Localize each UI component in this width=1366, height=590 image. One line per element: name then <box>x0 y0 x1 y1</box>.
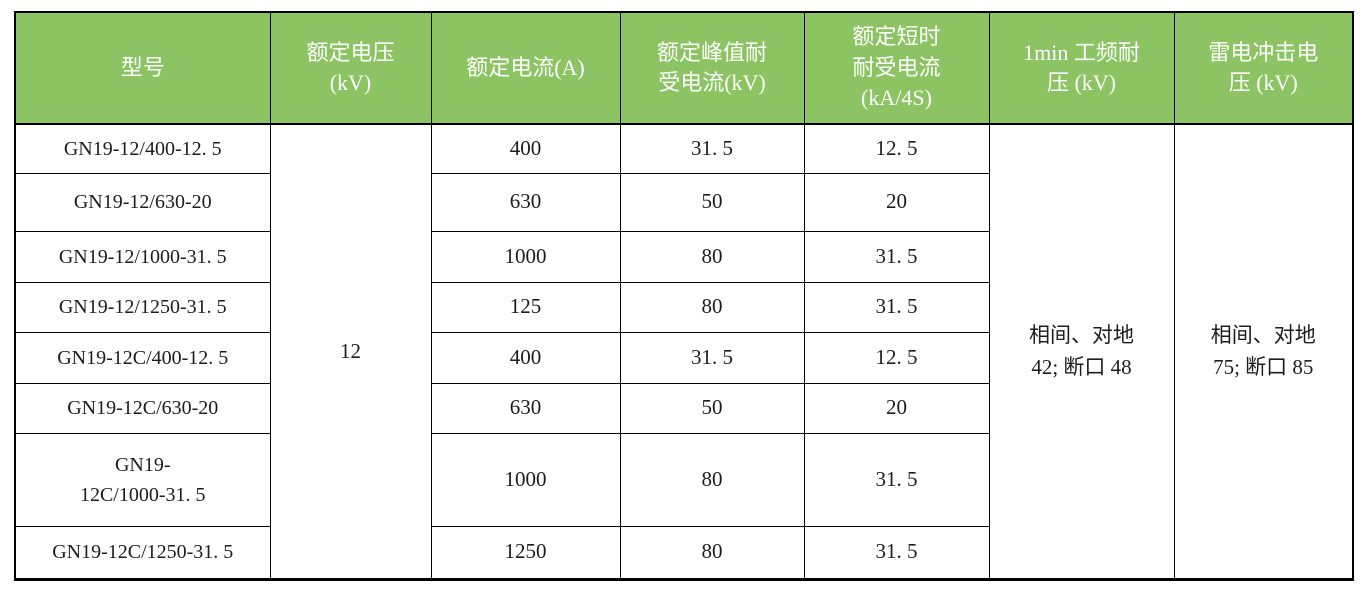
header-cell-power-frequency: 1min 工频耐 压 (kV) <box>988 11 1175 125</box>
cell-short-time-withstand: 20 <box>803 172 990 232</box>
table-row: GN19-12/1250-31. 5 125 80 31. 5 <box>14 281 1353 333</box>
table-row: GN19-12C/400-12. 5 400 31. 5 12. 5 <box>14 331 1353 384</box>
cell-model: GN19-12C/630-20 <box>14 382 271 434</box>
header-cell-peak-withstand: 额定峰值耐 受电流(kV) <box>619 11 805 125</box>
spec-table: 型号 额定电压 (kV) 额定电流(A) 额定峰值耐 受电流(kV) 额定短时 … <box>14 11 1354 581</box>
header-cell-short-time-withstand: 额定短时 耐受电流 (kA/4S) <box>803 11 990 125</box>
cell-rated-current: 630 <box>430 382 621 434</box>
cell-peak-withstand: 80 <box>619 230 805 283</box>
cell-short-time-withstand: 31. 5 <box>803 230 990 283</box>
cell-rated-current: 400 <box>430 331 621 384</box>
cell-rated-current: 400 <box>430 123 621 174</box>
cell-model: GN19-12/630-20 <box>14 172 271 232</box>
cell-short-time-withstand: 20 <box>803 382 990 434</box>
cell-power-frequency-merged: 相间、对地 42; 断口 48 <box>988 123 1175 580</box>
cell-peak-withstand: 80 <box>619 525 805 580</box>
cell-peak-withstand: 80 <box>619 281 805 333</box>
cell-rated-current: 125 <box>430 281 621 333</box>
header-cell-lightning-impulse: 雷电冲击电 压 (kV) <box>1173 11 1354 125</box>
cell-short-time-withstand: 12. 5 <box>803 331 990 384</box>
cell-model: GN19-12C/400-12. 5 <box>14 331 271 384</box>
cell-model: GN19- 12C/1000-31. 5 <box>14 432 271 527</box>
table-row: GN19- 12C/1000-31. 5 1000 80 31. 5 <box>14 432 1353 527</box>
header-cell-model: 型号 <box>14 11 271 125</box>
header-cell-rated-voltage: 额定电压 (kV) <box>269 11 432 125</box>
cell-rated-current: 1000 <box>430 230 621 283</box>
cell-model: GN19-12C/1250-31. 5 <box>14 525 271 580</box>
table-row: GN19-12/630-20 630 50 20 <box>14 172 1353 232</box>
cell-peak-withstand: 31. 5 <box>619 123 805 174</box>
cell-short-time-withstand: 12. 5 <box>803 123 990 174</box>
cell-peak-withstand: 50 <box>619 382 805 434</box>
cell-rated-current: 1000 <box>430 432 621 527</box>
cell-peak-withstand: 50 <box>619 172 805 232</box>
cell-rated-voltage-merged: 12 <box>269 123 432 580</box>
header-row: 型号 额定电压 (kV) 额定电流(A) 额定峰值耐 受电流(kV) 额定短时 … <box>14 11 1354 125</box>
cell-rated-current: 630 <box>430 172 621 232</box>
cell-model: GN19-12/1000-31. 5 <box>14 230 271 283</box>
cell-lightning-impulse-merged: 相间、对地 75; 断口 85 <box>1173 123 1354 580</box>
cell-rated-current: 1250 <box>430 525 621 580</box>
cell-short-time-withstand: 31. 5 <box>803 281 990 333</box>
cell-short-time-withstand: 31. 5 <box>803 525 990 580</box>
table-row: GN19-12C/1250-31. 5 1250 80 31. 5 <box>14 525 1353 580</box>
table-row: GN19-12C/630-20 630 50 20 <box>14 382 1353 434</box>
cell-model: GN19-12/1250-31. 5 <box>14 281 271 333</box>
table-row: GN19-12/1000-31. 5 1000 80 31. 5 <box>14 230 1353 283</box>
cell-short-time-withstand: 31. 5 <box>803 432 990 527</box>
header-cell-rated-current: 额定电流(A) <box>430 11 621 125</box>
cell-peak-withstand: 31. 5 <box>619 331 805 384</box>
cell-model: GN19-12/400-12. 5 <box>14 123 271 174</box>
table-row: GN19-12/400-12. 5 12 400 31. 5 12. 5 相间、… <box>14 123 1354 580</box>
cell-peak-withstand: 80 <box>619 432 805 527</box>
